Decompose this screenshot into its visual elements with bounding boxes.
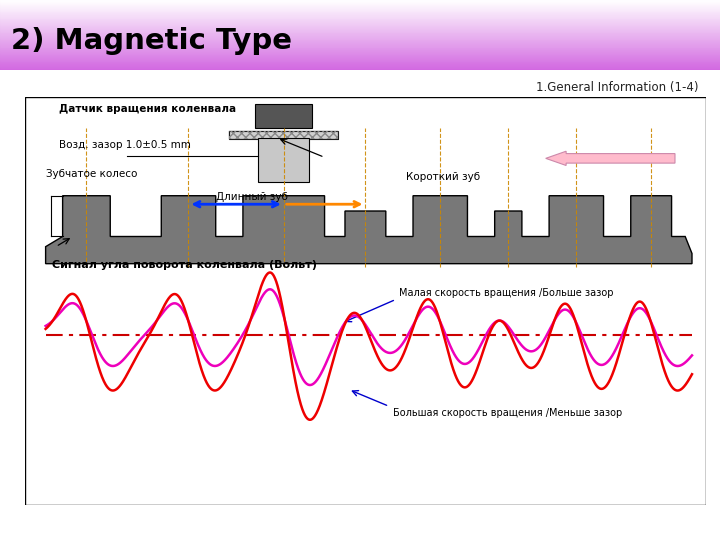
Bar (0, 40, 720, 41)
Bar (0, 59, 720, 60)
Bar (0, 37, 720, 38)
Bar (0, 25, 720, 26)
Bar (0, 35, 720, 36)
Bar (0, 11, 720, 12)
Bar (0, 45, 720, 46)
Bar (0, 36, 720, 37)
Bar (0, 10, 720, 11)
Bar (0, 43, 720, 44)
Bar (0, 49, 720, 50)
Text: Зубчатое колесо: Зубчатое колесо (45, 168, 137, 179)
Text: Длинный зуб: Длинный зуб (216, 192, 287, 202)
Text: ⓗ  HYUNDAI Service Training: ⓗ HYUNDAI Service Training (239, 517, 481, 532)
Bar (0, 7, 720, 8)
Bar (0, 52, 720, 53)
Bar (0, 22, 720, 23)
Bar (255, 104, 312, 128)
Bar (0, 20, 720, 21)
Bar (0, 42, 720, 43)
FancyArrow shape (546, 151, 675, 165)
Bar (258, 138, 310, 182)
Bar (0, 24, 720, 25)
Bar (0, 69, 720, 70)
Text: 2) Magnetic Type: 2) Magnetic Type (11, 26, 292, 55)
Bar (0, 27, 720, 28)
Bar (0, 18, 720, 19)
Bar (0, 38, 720, 39)
Bar (0, 33, 720, 34)
Text: 1.General Information (1-4): 1.General Information (1-4) (536, 81, 698, 94)
Bar (0, 29, 720, 30)
Bar (0, 26, 720, 27)
Bar (0, 55, 720, 56)
Bar (0, 32, 720, 33)
Bar (0, 65, 720, 66)
Text: Малая скорость вращения /Больше зазор: Малая скорость вращения /Больше зазор (400, 288, 614, 298)
Bar (0, 6, 720, 7)
Bar (0, 57, 720, 58)
Bar (0, 14, 720, 15)
Text: Датчик вращения коленвала: Датчик вращения коленвала (59, 104, 236, 114)
Bar (0, 23, 720, 24)
Bar (0, 68, 720, 69)
Bar (229, 131, 338, 139)
Bar (0, 62, 720, 63)
Bar (0, 5, 720, 6)
Polygon shape (45, 195, 692, 264)
Bar (0, 56, 720, 57)
Bar (0, 39, 720, 40)
Bar (0, 63, 720, 64)
Bar (0, 0, 720, 1)
Text: Возд. зазор 1.0±0.5 mm: Возд. зазор 1.0±0.5 mm (59, 140, 191, 150)
Bar (0, 51, 720, 52)
Bar (0, 21, 720, 22)
Bar (0, 58, 720, 59)
Bar (0, 66, 720, 68)
Bar (0, 1, 720, 2)
Bar (0, 31, 720, 32)
Bar (0, 30, 720, 31)
Text: Большая скорость вращения /Меньше зазор: Большая скорость вращения /Меньше зазор (392, 408, 622, 418)
Bar (0, 4, 720, 5)
Bar (0, 59, 720, 60)
Text: Сигнал угла поворота коленвала (Вольт): Сигнал угла поворота коленвала (Вольт) (53, 260, 318, 271)
Bar (0, 17, 720, 18)
Bar (0, 12, 720, 13)
Bar (0, 9, 720, 10)
Bar (0, 2, 720, 3)
Bar (0, 50, 720, 51)
Bar (0, 8, 720, 9)
Bar (0, 19, 720, 20)
Bar (0, 34, 720, 35)
Text: Короткий зуб: Короткий зуб (406, 172, 480, 182)
Bar (0, 41, 720, 42)
Bar (0, 15, 720, 16)
Bar (0, 60, 720, 62)
Bar (0, 53, 720, 55)
Bar (229, 131, 338, 139)
Bar (0, 13, 720, 14)
Bar (0, 48, 720, 49)
Bar (0, 46, 720, 48)
Bar (0, 28, 720, 29)
Bar (0, 38, 720, 39)
Bar (0, 16, 720, 17)
Bar (0, 64, 720, 65)
Bar (0, 3, 720, 4)
Bar (0, 44, 720, 45)
